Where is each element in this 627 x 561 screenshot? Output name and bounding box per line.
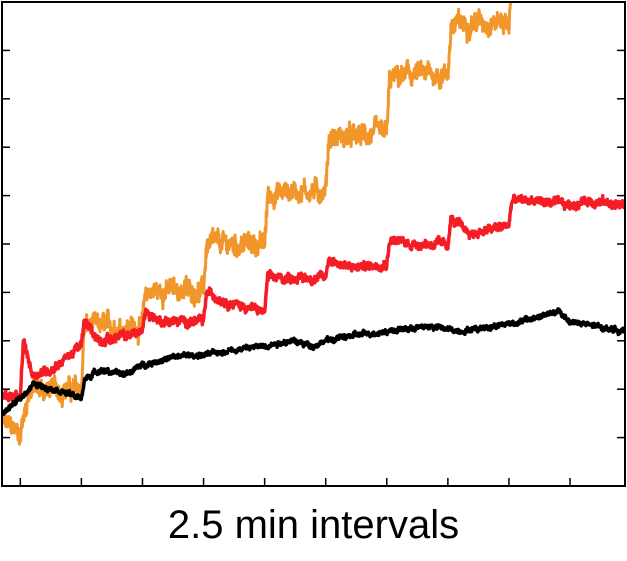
tick-layer (2, 1, 625, 486)
series-black-line (2, 307, 625, 416)
series-red-line (2, 193, 625, 403)
x-axis-label: 2.5 min intervals (168, 503, 459, 547)
series-orange-line (2, 2, 513, 446)
series-layer (2, 2, 625, 446)
plot-frame (1, 1, 626, 487)
